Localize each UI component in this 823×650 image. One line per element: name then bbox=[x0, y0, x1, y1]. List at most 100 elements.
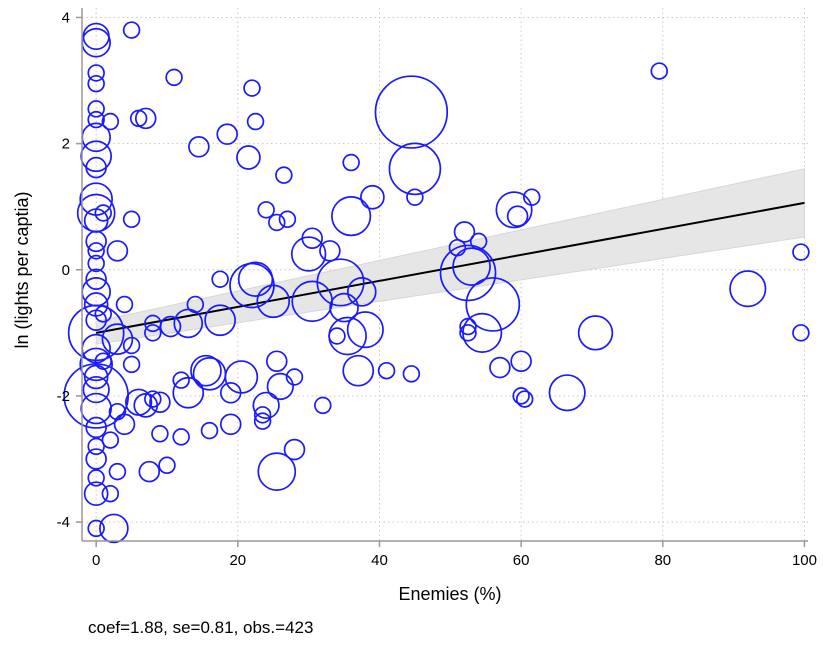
data-point bbox=[85, 268, 107, 291]
data-point bbox=[489, 356, 511, 379]
data-point bbox=[319, 240, 341, 262]
fit-line bbox=[95, 201, 805, 334]
data-point bbox=[316, 258, 365, 307]
data-point bbox=[87, 437, 105, 456]
data-point bbox=[200, 421, 219, 440]
data-point bbox=[283, 438, 306, 461]
data-point bbox=[453, 221, 476, 243]
x-tick-label: 20 bbox=[229, 552, 246, 569]
data-point bbox=[253, 412, 272, 430]
data-point bbox=[495, 191, 533, 229]
data-point bbox=[85, 230, 107, 253]
data-point bbox=[465, 277, 521, 332]
data-point bbox=[236, 145, 261, 170]
data-point bbox=[377, 361, 396, 380]
data-points bbox=[63, 21, 810, 544]
data-point bbox=[342, 354, 375, 387]
data-point bbox=[406, 188, 424, 206]
data-point bbox=[211, 270, 229, 288]
data-point bbox=[87, 519, 105, 538]
data-point bbox=[439, 244, 497, 302]
data-point bbox=[106, 240, 129, 262]
data-point bbox=[101, 112, 120, 131]
data-point bbox=[328, 327, 346, 345]
data-point bbox=[158, 456, 176, 475]
data-point bbox=[360, 184, 385, 210]
data-point bbox=[85, 416, 107, 439]
data-point bbox=[328, 316, 367, 356]
data-point bbox=[285, 368, 304, 386]
data-point bbox=[515, 390, 534, 408]
data-point bbox=[512, 387, 530, 405]
y-tick-label: -2 bbox=[57, 388, 70, 405]
confidence-band-layer bbox=[95, 168, 805, 345]
data-point bbox=[346, 311, 384, 349]
x-tick-label: 80 bbox=[654, 552, 671, 569]
data-point bbox=[94, 305, 112, 323]
data-point bbox=[101, 431, 120, 449]
data-point bbox=[246, 112, 265, 131]
data-point bbox=[151, 425, 169, 443]
data-point bbox=[290, 236, 327, 272]
data-point bbox=[252, 391, 280, 420]
axes: 0 20 40 60 80 100 -4 -2 0 2 4 bbox=[57, 8, 817, 569]
data-point bbox=[144, 390, 162, 408]
data-point bbox=[301, 227, 323, 250]
x-axis-title: Enemies (%) bbox=[398, 584, 501, 604]
data-point bbox=[469, 232, 488, 251]
data-point bbox=[523, 188, 541, 206]
y-tick-label: 2 bbox=[62, 136, 70, 153]
y-axis-title: ln (lights per captia) bbox=[12, 191, 32, 348]
data-point bbox=[115, 295, 134, 314]
data-point bbox=[388, 142, 442, 196]
data-point bbox=[266, 350, 288, 373]
data-point bbox=[99, 513, 129, 544]
data-point bbox=[402, 365, 421, 383]
data-point bbox=[122, 336, 141, 355]
data-point bbox=[257, 452, 297, 491]
data-point bbox=[224, 360, 259, 394]
data-point bbox=[122, 21, 141, 39]
data-point bbox=[129, 109, 148, 128]
regression-note: coef=1.88, se=0.81, obs.=423 bbox=[88, 618, 314, 637]
data-point bbox=[85, 448, 107, 470]
data-point bbox=[80, 392, 113, 425]
data-point bbox=[87, 100, 105, 118]
data-point bbox=[792, 324, 810, 342]
data-point bbox=[329, 292, 359, 323]
data-point bbox=[85, 156, 107, 179]
data-point bbox=[548, 374, 586, 412]
data-point bbox=[159, 315, 182, 338]
data-point bbox=[188, 135, 210, 158]
data-point bbox=[216, 123, 238, 145]
data-point bbox=[87, 64, 105, 82]
data-point bbox=[101, 323, 134, 356]
data-point bbox=[204, 304, 236, 337]
x-tick-label: 60 bbox=[513, 552, 530, 569]
data-point bbox=[134, 107, 157, 130]
y-tick-label: 4 bbox=[62, 9, 70, 26]
data-point bbox=[253, 406, 272, 424]
data-point bbox=[650, 62, 669, 80]
data-point bbox=[122, 355, 141, 374]
data-point bbox=[314, 396, 332, 415]
data-point bbox=[256, 284, 291, 319]
data-point bbox=[374, 75, 449, 149]
data-point bbox=[80, 140, 113, 173]
data-point bbox=[243, 79, 261, 97]
fit-line-layer bbox=[95, 201, 805, 334]
data-point bbox=[138, 460, 161, 483]
data-point bbox=[87, 254, 105, 273]
data-point bbox=[172, 376, 205, 409]
data-point bbox=[87, 242, 105, 260]
data-point bbox=[94, 204, 112, 222]
y-tick-label: -4 bbox=[57, 514, 70, 531]
data-point bbox=[101, 484, 120, 503]
data-point bbox=[268, 213, 286, 232]
data-point bbox=[79, 347, 113, 382]
data-point bbox=[331, 196, 372, 237]
data-point bbox=[266, 372, 294, 401]
data-point bbox=[81, 27, 111, 58]
data-point bbox=[149, 391, 171, 414]
